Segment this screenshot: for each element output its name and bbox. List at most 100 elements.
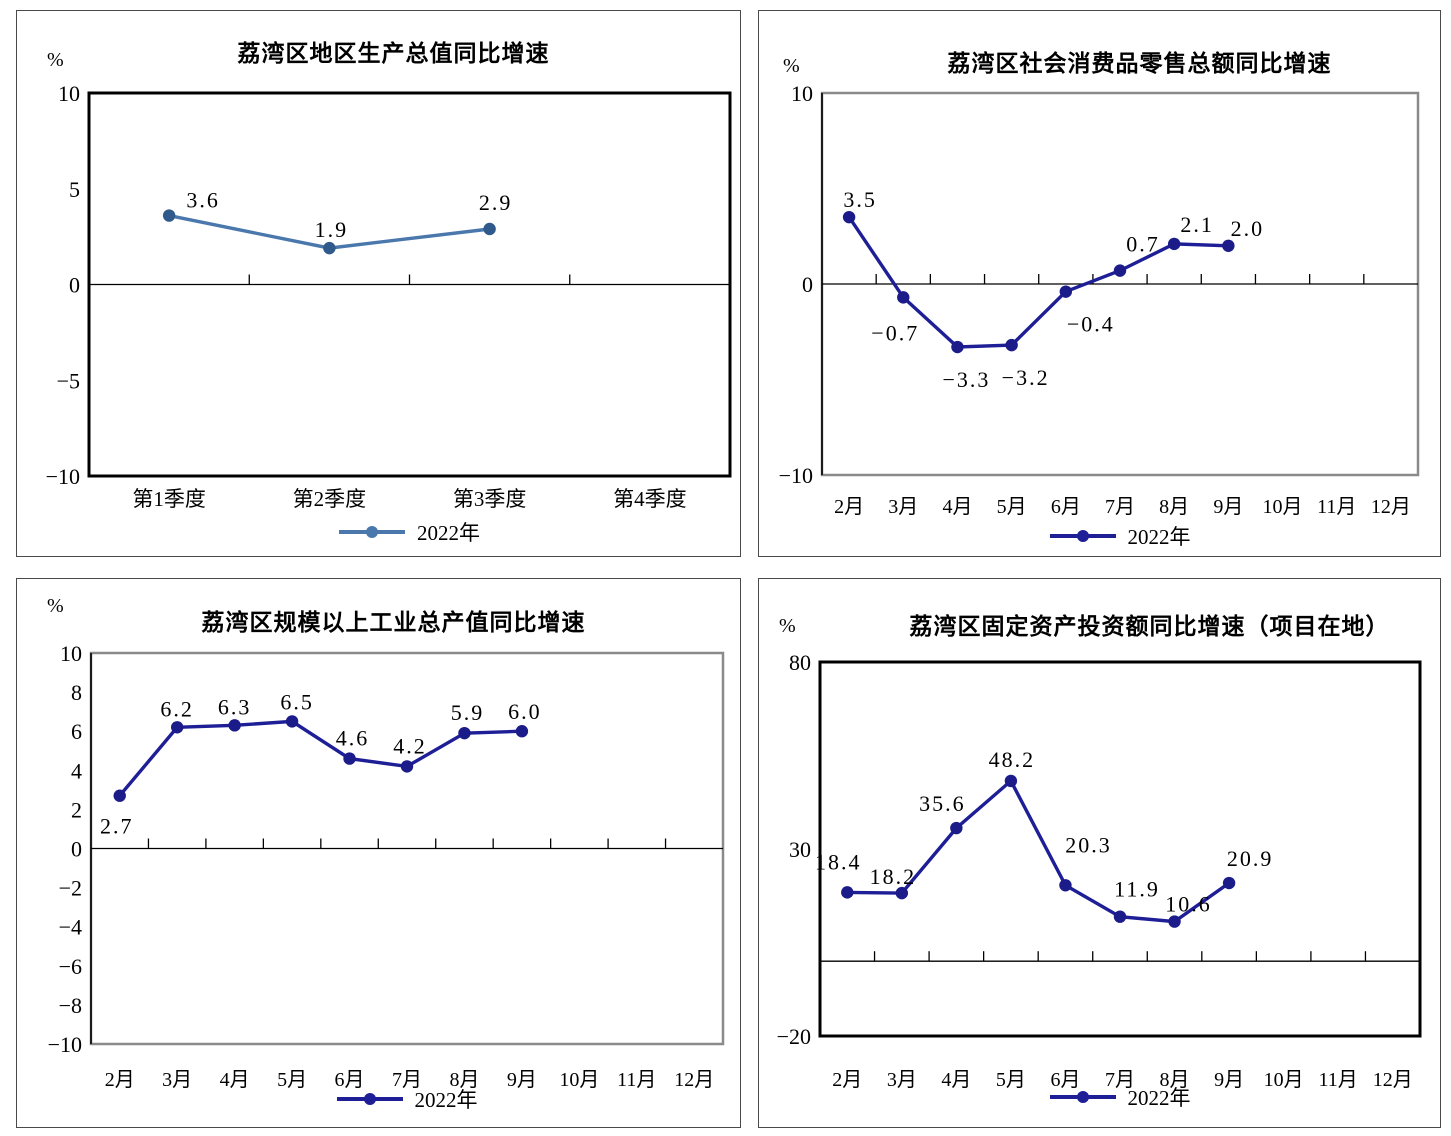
data-point-marker	[1222, 239, 1235, 252]
x-tick-label: 9月	[507, 1069, 537, 1091]
data-point-label: −0.4	[1067, 312, 1115, 337]
y-tick-label: −20	[777, 1024, 811, 1049]
data-point-marker	[162, 209, 176, 222]
data-point-label: 2.7	[100, 814, 134, 839]
data-point-marker	[1222, 876, 1236, 890]
data-point-label: −3.3	[942, 367, 990, 392]
x-tick-label: 5月	[277, 1069, 307, 1091]
x-tick-label: 4月	[942, 496, 972, 518]
y-tick-label: −5	[57, 368, 80, 393]
y-axis-unit-label: %	[47, 595, 64, 617]
data-point-marker	[895, 886, 909, 900]
x-tick-label: 7月	[1105, 496, 1135, 518]
data-point-label: 6.3	[218, 694, 252, 719]
data-point-marker	[515, 725, 529, 738]
y-tick-label: 10	[60, 641, 82, 666]
y-tick-label: −8	[59, 993, 82, 1018]
x-tick-label: 9月	[1214, 1069, 1244, 1091]
plot-area: 80 30 −20 2月 3月 4月 5月 6月 7月 8月 9月 10月 11月 12月 18.4 18.2…	[777, 650, 1422, 1091]
data-point-marker	[323, 241, 336, 255]
data-point-label: 6.0	[508, 699, 542, 724]
y-axis-unit-label: %	[779, 615, 796, 637]
data-point-marker	[950, 821, 963, 835]
y-tick-label: −10	[779, 463, 813, 488]
legend-label: 2022年	[417, 521, 480, 545]
x-tick-label: 10月	[1263, 496, 1303, 518]
legend: 2022年	[89, 519, 730, 545]
plot-frame	[818, 660, 1422, 1038]
chart-panel-fixed-investment: % 荔湾区固定资产投资额同比增速（项目在地） 80 30 −20 2月 3月 4月 5月 6月…	[758, 578, 1441, 1128]
chart-title: 荔湾区规模以上工业总产值同比增速	[201, 610, 586, 635]
data-line	[118, 719, 522, 797]
y-tick-label: 8	[71, 680, 82, 705]
data-point-marker	[1168, 915, 1181, 928]
data-point-label: 18.4	[815, 849, 862, 874]
x-tick-label: 3月	[162, 1069, 192, 1091]
data-point-label: 6.5	[280, 689, 314, 714]
data-point-marker	[1059, 879, 1072, 892]
data-point-marker	[1005, 338, 1018, 352]
legend: 2022年	[820, 1084, 1420, 1110]
data-point-label: 5.9	[451, 700, 485, 725]
x-tick-label: 5月	[996, 1069, 1026, 1091]
y-tick-label: 0	[69, 273, 80, 298]
data-point-marker	[170, 721, 184, 734]
legend-line-marker-icon	[336, 1093, 403, 1105]
y-tick-label: −2	[59, 876, 82, 901]
y-tick-label: −6	[59, 954, 82, 979]
x-tick-label: 2月	[834, 496, 864, 518]
legend-label: 2022年	[1127, 1086, 1191, 1110]
data-point-marker	[951, 340, 964, 354]
chart-title: 荔湾区地区生产总值同比增速	[237, 41, 550, 66]
x-tick-label: 6月	[1051, 496, 1081, 518]
data-point-marker	[1059, 285, 1073, 298]
data-point-marker	[483, 222, 496, 236]
x-tick-label: 2月	[832, 1069, 862, 1091]
x-tick-label: 8月	[449, 1069, 479, 1091]
x-tick-label: 12月	[1373, 1069, 1413, 1091]
data-point-label: 10.6	[1165, 892, 1212, 917]
x-tick-label: 12月	[1371, 496, 1411, 518]
data-point-label: 1.9	[315, 217, 349, 242]
data-point-label: −3.2	[1002, 365, 1050, 390]
legend: 2022年	[91, 1086, 723, 1112]
chart-panel-gdp: % 荔湾区地区生产总值同比增速 10 5 0 −5 −10 第1季度 第2季度 第3季度 第4季…	[16, 10, 741, 557]
x-tick-label: 第1季度	[132, 487, 206, 511]
x-tick-label: 8月	[1160, 1069, 1190, 1091]
y-tick-label: 30	[789, 837, 811, 862]
data-line	[847, 216, 1229, 349]
y-tick-label: 0	[71, 837, 82, 862]
chart-panel-industrial-output: % 荔湾区规模以上工业总产值同比增速 10 8 6 4 2 0 −2 −4 −6 −8 −10 2月 3…	[16, 578, 741, 1128]
data-point-label: 0.7	[1126, 232, 1160, 257]
legend-line-marker-icon	[1049, 530, 1116, 542]
x-tick-label: 4月	[220, 1069, 250, 1091]
y-axis-unit-label: %	[783, 55, 800, 77]
data-point-label: 4.2	[393, 733, 427, 758]
x-tick-label: 7月	[392, 1069, 422, 1091]
x-tick-label: 2月	[105, 1069, 135, 1091]
x-tick-label: 第2季度	[293, 487, 367, 511]
x-tick-label: 6月	[335, 1069, 365, 1091]
data-point-label: 20.9	[1227, 846, 1274, 871]
x-tick-label: 6月	[1050, 1069, 1080, 1091]
x-tick-label: 第4季度	[613, 487, 687, 511]
data-point-marker	[285, 715, 299, 728]
y-axis-unit-label: %	[47, 49, 64, 71]
data-point-label: 6.2	[160, 696, 194, 721]
legend-label: 2022年	[1127, 525, 1191, 549]
chart-panel-retail-sales: % 荔湾区社会消费品零售总额同比增速 10 0 −10 2月 3月 4月 5月 6月 7月 8月 9…	[758, 10, 1441, 557]
data-point-marker	[841, 886, 854, 899]
x-tick-label: 第3季度	[453, 487, 527, 511]
x-tick-label: 5月	[997, 496, 1027, 518]
x-tick-label: 8月	[1159, 496, 1189, 518]
data-point-label: 2.9	[479, 190, 513, 215]
chart-title: 荔湾区固定资产投资额同比增速（项目在地）	[909, 614, 1390, 639]
data-point-marker	[1004, 774, 1018, 788]
data-point-label: 2.1	[1180, 212, 1214, 237]
x-tick-label: 10月	[1264, 1069, 1304, 1091]
chart-title: 荔湾区社会消费品零售总额同比增速	[947, 51, 1332, 76]
y-tick-label: 4	[71, 758, 82, 783]
data-point-marker	[228, 719, 241, 732]
y-tick-label: −10	[46, 464, 80, 489]
